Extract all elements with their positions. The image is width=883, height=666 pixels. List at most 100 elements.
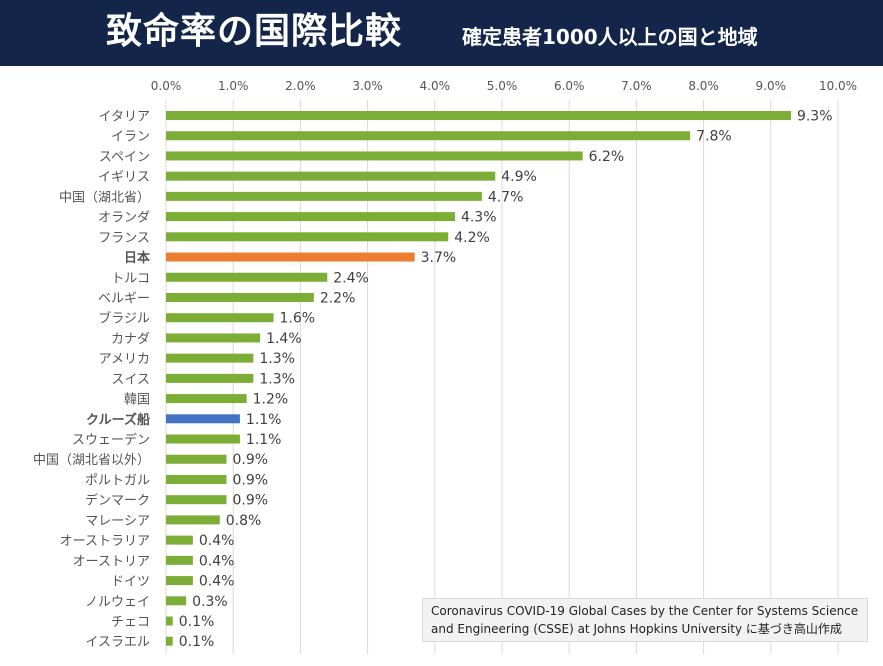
- bar: [166, 292, 314, 302]
- value-label: 0.3%: [192, 594, 228, 610]
- value-label: 1.1%: [246, 432, 282, 448]
- value-label: 3.7%: [421, 250, 457, 266]
- category-label: フランス: [98, 231, 150, 246]
- value-label: 0.8%: [226, 513, 262, 529]
- x-tick-label: 7.0%: [621, 79, 652, 93]
- category-label: ドイツ: [111, 575, 150, 590]
- x-tick-label: 9.0%: [756, 79, 787, 93]
- bar: [166, 515, 220, 525]
- value-label: 1.4%: [266, 331, 302, 347]
- category-label: マレーシア: [85, 514, 150, 529]
- value-label: 4.3%: [461, 210, 497, 226]
- value-label: 0.9%: [232, 493, 268, 509]
- value-label: 1.6%: [280, 311, 316, 327]
- category-label: クルーズ船: [86, 412, 150, 428]
- category-label: オーストリア: [73, 554, 150, 569]
- x-tick-label: 2.0%: [285, 79, 316, 93]
- value-label: 7.8%: [696, 129, 732, 145]
- x-tick-label: 5.0%: [487, 79, 518, 93]
- value-label: 0.4%: [199, 533, 235, 549]
- category-label: チェコ: [111, 615, 150, 630]
- category-label: ブラジル: [98, 311, 150, 327]
- category-label: スイス: [111, 372, 150, 387]
- x-tick-label: 0.0%: [151, 79, 182, 93]
- bars: [166, 111, 791, 646]
- bar: [166, 495, 227, 505]
- bar: [166, 212, 455, 222]
- x-tick-label: 1.0%: [218, 79, 249, 93]
- x-tick-label: 4.0%: [420, 79, 451, 93]
- bar: [166, 474, 227, 484]
- bar: [166, 313, 274, 323]
- category-label: イスラエル: [85, 635, 150, 650]
- bar: [166, 151, 583, 161]
- value-labels: 9.3% 7.8% 6.2% 4.9% 4.7% 4.3% 4.2% 3.7% 2.4% 2.2%…: [179, 109, 833, 651]
- category-label: イギリス: [98, 170, 150, 185]
- x-tick-label: 8.0%: [688, 79, 719, 93]
- value-label: 1.3%: [259, 351, 295, 367]
- value-label: 6.2%: [589, 149, 625, 165]
- value-label: 9.3%: [797, 109, 833, 125]
- category-label: アメリカ: [99, 352, 150, 367]
- bar: [166, 171, 496, 181]
- bar: [166, 636, 173, 646]
- category-label: デンマーク: [85, 493, 150, 509]
- x-tick-label: 3.0%: [352, 79, 383, 93]
- bar: [166, 333, 261, 343]
- bar: [166, 434, 240, 444]
- page-title: 致命率の国際比較: [106, 11, 403, 52]
- category-label: スペイン: [99, 150, 150, 165]
- value-label: 1.3%: [259, 371, 295, 387]
- source-line-1: Coronavirus COVID-19 Global Cases by the…: [431, 604, 859, 618]
- value-label: 2.2%: [320, 290, 356, 306]
- x-axis-ticks: 0.0% 1.0% 2.0% 3.0% 4.0% 5.0% 6.0% 7.0% 8.0% 9.0%…: [151, 79, 857, 93]
- category-label: 韓国: [124, 393, 150, 408]
- value-label: 4.2%: [454, 230, 490, 246]
- category-label: 中国（湖北省）: [59, 190, 150, 205]
- category-label: オーストラリア: [60, 534, 150, 549]
- value-label: 2.4%: [333, 270, 369, 286]
- bar: [166, 535, 193, 545]
- bar: [166, 454, 227, 464]
- category-label: オランダ: [98, 211, 150, 226]
- category-label: カナダ: [111, 332, 150, 347]
- x-tick-label: 10.0%: [819, 79, 857, 93]
- category-label: ポルトガル: [85, 473, 150, 488]
- bar: [166, 394, 247, 404]
- category-label: ノルウェイ: [85, 595, 150, 610]
- value-label: 4.9%: [501, 169, 537, 185]
- value-label: 1.1%: [246, 412, 282, 428]
- value-label: 0.1%: [179, 634, 215, 650]
- value-label: 0.9%: [232, 452, 268, 468]
- category-label: 中国（湖北省以外）: [33, 453, 150, 468]
- source-note: Coronavirus COVID-19 Global Cases by the…: [422, 598, 868, 642]
- value-label: 1.2%: [253, 392, 289, 408]
- bar: [166, 414, 240, 424]
- value-label: 4.7%: [488, 189, 524, 205]
- bar: [166, 131, 691, 141]
- bar: [166, 252, 415, 262]
- fatality-rate-bar-chart: 0.0% 1.0% 2.0% 3.0% 4.0% 5.0% 6.0% 7.0% 8.0% 9.0%…: [33, 79, 857, 654]
- bar: [166, 111, 791, 120]
- x-tick-label: 6.0%: [554, 79, 585, 93]
- category-label: スウェーデン: [72, 432, 150, 448]
- header-banner: 致命率の国際比較 確定患者1000人以上の国と地域: [0, 0, 883, 66]
- value-label: 0.1%: [179, 614, 215, 630]
- value-label: 0.4%: [199, 574, 235, 590]
- category-label: イタリア: [99, 110, 150, 125]
- category-label: イラン: [111, 130, 150, 145]
- bar: [166, 596, 187, 606]
- bar: [166, 373, 254, 383]
- value-label: 0.4%: [199, 553, 235, 569]
- category-label: 日本: [124, 250, 150, 266]
- bar: [166, 232, 449, 242]
- category-label: ベルギー: [98, 291, 150, 306]
- page-subtitle: 確定患者1000人以上の国と地域: [462, 25, 758, 49]
- bar: [166, 576, 193, 586]
- category-label: トルコ: [111, 271, 150, 286]
- bar: [166, 272, 328, 282]
- source-line-2: and Engineering (CSSE) at Johns Hopkins …: [431, 622, 842, 636]
- value-label: 0.9%: [232, 472, 268, 488]
- bar: [166, 555, 193, 565]
